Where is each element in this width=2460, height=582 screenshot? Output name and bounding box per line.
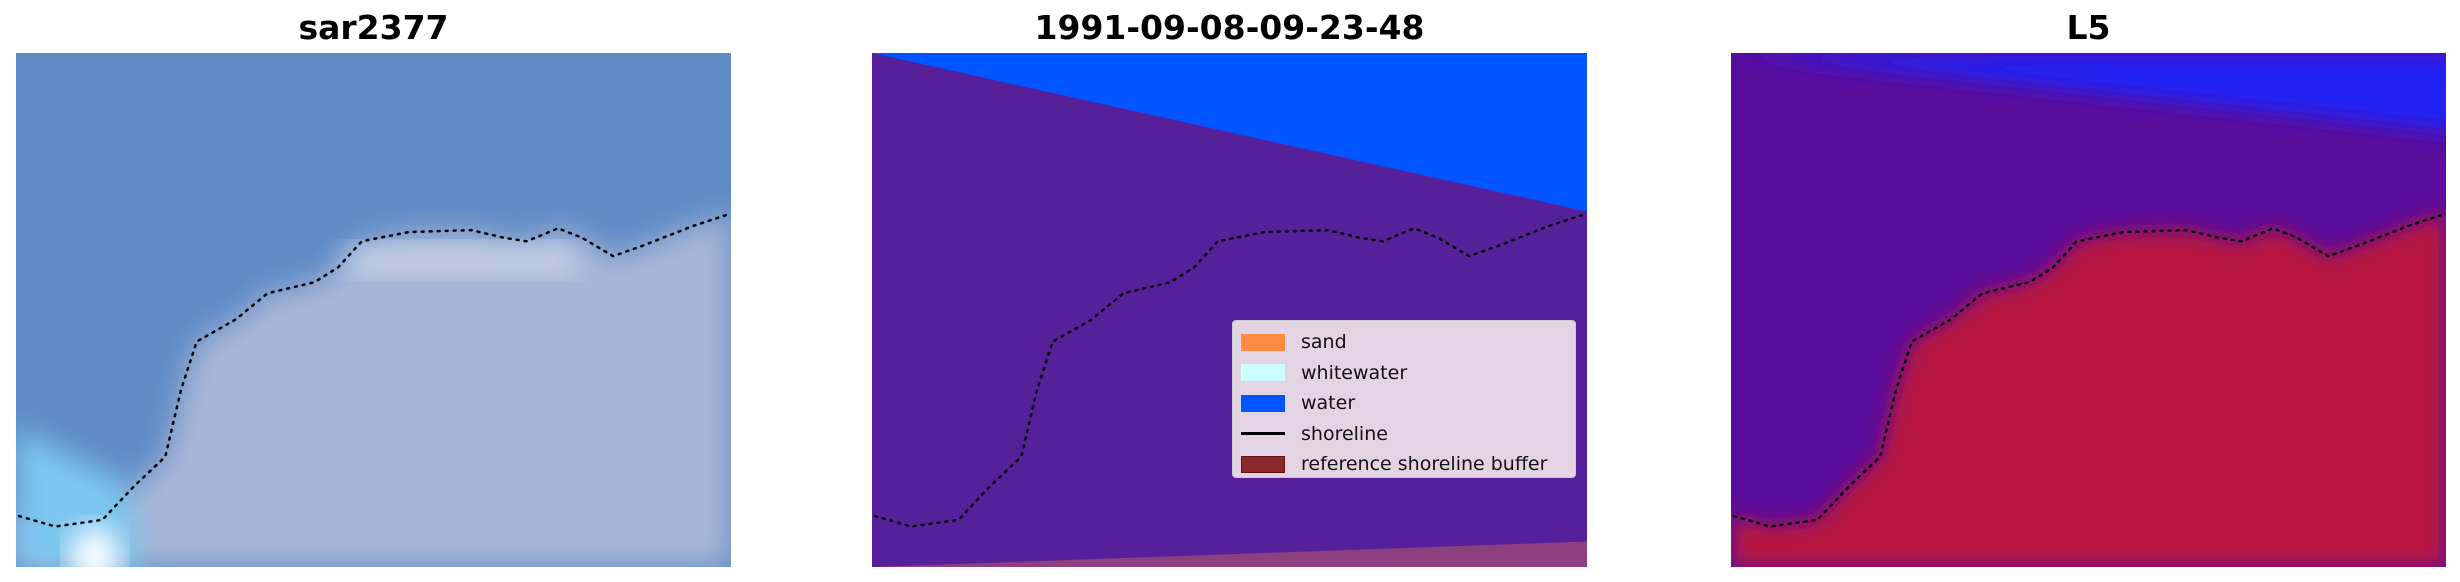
beach-area (16, 213, 731, 567)
whitewater-swatch (1241, 364, 1285, 382)
legend-item-reference-buffer: reference shoreline buffer (1241, 449, 1575, 480)
shallow-water-area (16, 426, 142, 567)
legend-item-water: water (1241, 388, 1575, 419)
index-water-high (1731, 53, 2446, 132)
panel-title-rgb: sar2377 (298, 8, 449, 47)
index-land (1731, 213, 2446, 567)
legend-item-sand: sand (1241, 327, 1575, 358)
classified-image-panel (872, 53, 1587, 567)
rgb-image-panel (16, 53, 731, 567)
sand-swatch (1241, 333, 1285, 351)
index-image-panel (1731, 53, 2446, 567)
buffer-swatch (1241, 455, 1285, 473)
sand-overlay-area (872, 541, 1587, 567)
water-swatch (1241, 394, 1285, 412)
legend: sand whitewater water shoreline referenc… (1232, 320, 1576, 478)
whitewater-spot (69, 526, 120, 567)
shoreline-dotted (17, 212, 731, 528)
legend-item-shoreline: shoreline (1241, 419, 1575, 450)
legend-item-whitewater: whitewater (1241, 358, 1575, 389)
shoreline-dotted (873, 212, 1587, 528)
panel-title-classified: 1991-09-08-09-23-48 (1034, 8, 1425, 47)
panel-title-index: L5 (2066, 8, 2111, 47)
shoreline-line-swatch (1241, 432, 1285, 436)
bright-sand-strip (346, 245, 576, 276)
shoreline-dotted (1732, 212, 2446, 528)
